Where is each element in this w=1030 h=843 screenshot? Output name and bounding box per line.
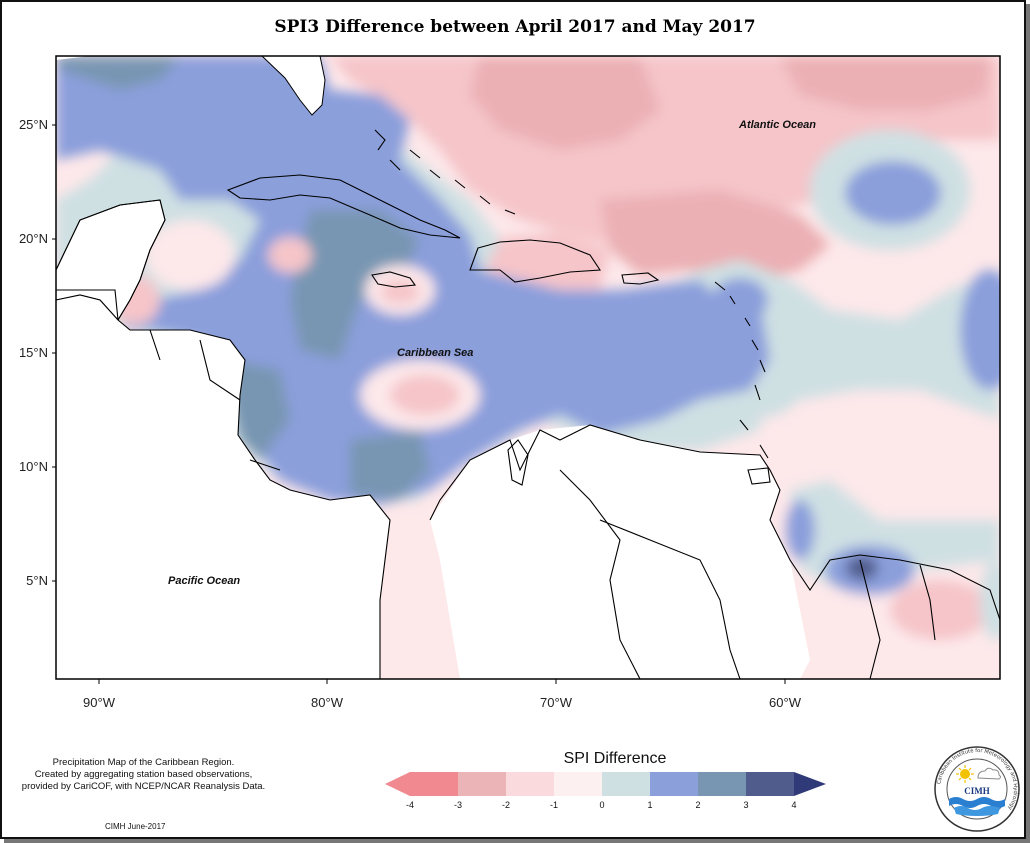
coast-south-america bbox=[429, 424, 1000, 621]
legend-swatch-6 bbox=[650, 772, 698, 796]
cloud-icon bbox=[977, 767, 1001, 780]
land-south-america bbox=[430, 425, 810, 679]
field-lesser-antilles-blue bbox=[712, 278, 768, 322]
land-central-america bbox=[56, 295, 390, 679]
lat-label-20: 20°N bbox=[18, 231, 48, 246]
coast-hispaniola bbox=[469, 239, 601, 283]
pacific-ocean-label: Pacific Ocean bbox=[168, 575, 241, 587]
field-deep-ne bbox=[56, 56, 180, 90]
field-dr-pink bbox=[480, 232, 610, 292]
coast-border-2 bbox=[559, 469, 641, 679]
credit-text: CIMH June-2017 bbox=[105, 822, 166, 831]
legend-tick-neg4: -4 bbox=[405, 800, 414, 810]
legend-title: SPI Difference bbox=[563, 750, 667, 767]
legend-swatch-3 bbox=[506, 772, 554, 796]
coast-trinidad bbox=[747, 467, 771, 485]
legend-colorbar bbox=[385, 772, 826, 796]
field-deep-central bbox=[290, 210, 420, 360]
field-pink-caribbean-2 bbox=[390, 375, 460, 415]
land-north-america bbox=[56, 56, 90, 60]
legend-swatch-2 bbox=[458, 772, 506, 796]
coast-yucatan bbox=[56, 199, 166, 321]
caribbean-sea-label: Caribbean Sea bbox=[397, 347, 474, 359]
lon-label-90: 90°W bbox=[83, 695, 115, 710]
coast-jamaica bbox=[371, 271, 416, 288]
sun-icon bbox=[956, 765, 974, 783]
legend-tick-2: 2 bbox=[695, 800, 701, 810]
lat-label-10: 10°N bbox=[18, 459, 48, 474]
map-title: SPI3 Difference between April 2017 and M… bbox=[274, 17, 756, 37]
field-north-pink-2 bbox=[470, 56, 660, 150]
legend-tick-1: 1 bbox=[647, 800, 653, 810]
caption-line-3: provided by CariCOF, with NCEP/NCAR Rean… bbox=[21, 781, 266, 792]
logo-name: CIMH bbox=[964, 786, 990, 796]
coast-mex-border bbox=[56, 289, 119, 321]
lon-label-80: 80°W bbox=[311, 695, 343, 710]
legend-swatch-8 bbox=[746, 772, 794, 796]
cimh-logo: CIMH Caribbean Institute for Meteorology… bbox=[934, 746, 1020, 832]
land-florida bbox=[261, 56, 326, 116]
field-deep-south bbox=[350, 430, 430, 500]
coast-lesser-antilles bbox=[714, 281, 769, 459]
legend-arrow-right bbox=[794, 772, 826, 796]
lon-label-70: 70°W bbox=[540, 695, 572, 710]
field-north-pink-3 bbox=[780, 56, 990, 110]
coast-border-1 bbox=[599, 519, 741, 679]
legend-tick-neg2: -2 bbox=[501, 800, 510, 810]
field-east-blue bbox=[960, 270, 1000, 390]
legend-swatch-5 bbox=[602, 772, 650, 796]
coast-ca-borders bbox=[149, 329, 281, 471]
legend-swatch-1 bbox=[410, 772, 458, 796]
caption-line-2: Created by aggregating station based obs… bbox=[34, 769, 253, 780]
legend-swatch-7 bbox=[698, 772, 746, 796]
legend-swatch-4 bbox=[554, 772, 602, 796]
legend-tick-4: 4 bbox=[791, 800, 797, 810]
legend-tick-neg1: -1 bbox=[549, 800, 558, 810]
field-pink-cayman bbox=[268, 237, 312, 273]
legend-tick-3: 3 bbox=[743, 800, 749, 810]
lon-label-60: 60°W bbox=[769, 695, 801, 710]
field-central-pink bbox=[600, 190, 830, 285]
field-venez-blue bbox=[785, 500, 815, 560]
coast-puerto-rico bbox=[621, 272, 660, 285]
coast-border-3 bbox=[859, 559, 881, 679]
lat-label-25: 25°N bbox=[18, 117, 48, 132]
field-pink-belize bbox=[145, 220, 235, 290]
atlantic-ocean-label: Atlantic Ocean bbox=[739, 119, 817, 131]
legend-tick-neg3: -3 bbox=[453, 800, 462, 810]
map-caption: Precipitation Map of the Caribbean Regio… bbox=[6, 757, 281, 793]
field-atlantic-blue bbox=[845, 161, 941, 225]
coast-bahamas bbox=[374, 129, 516, 215]
lat-label-15: 15°N bbox=[18, 345, 48, 360]
coast-cuba bbox=[226, 174, 461, 239]
lat-label-5: 5°N bbox=[26, 573, 48, 588]
waves-icon bbox=[949, 797, 1005, 816]
field-east-edge-teal bbox=[980, 560, 1000, 640]
field-deep-west bbox=[230, 360, 290, 460]
map-border bbox=[55, 55, 1001, 680]
caption-line-1: Precipitation Map of the Caribbean Regio… bbox=[52, 757, 235, 768]
legend-tick-0: 0 bbox=[599, 800, 605, 810]
legend-arrow-left bbox=[385, 772, 410, 796]
coast-border-4 bbox=[919, 564, 936, 641]
coast-maracaibo bbox=[507, 439, 529, 486]
field-guiana-pink bbox=[890, 580, 990, 640]
